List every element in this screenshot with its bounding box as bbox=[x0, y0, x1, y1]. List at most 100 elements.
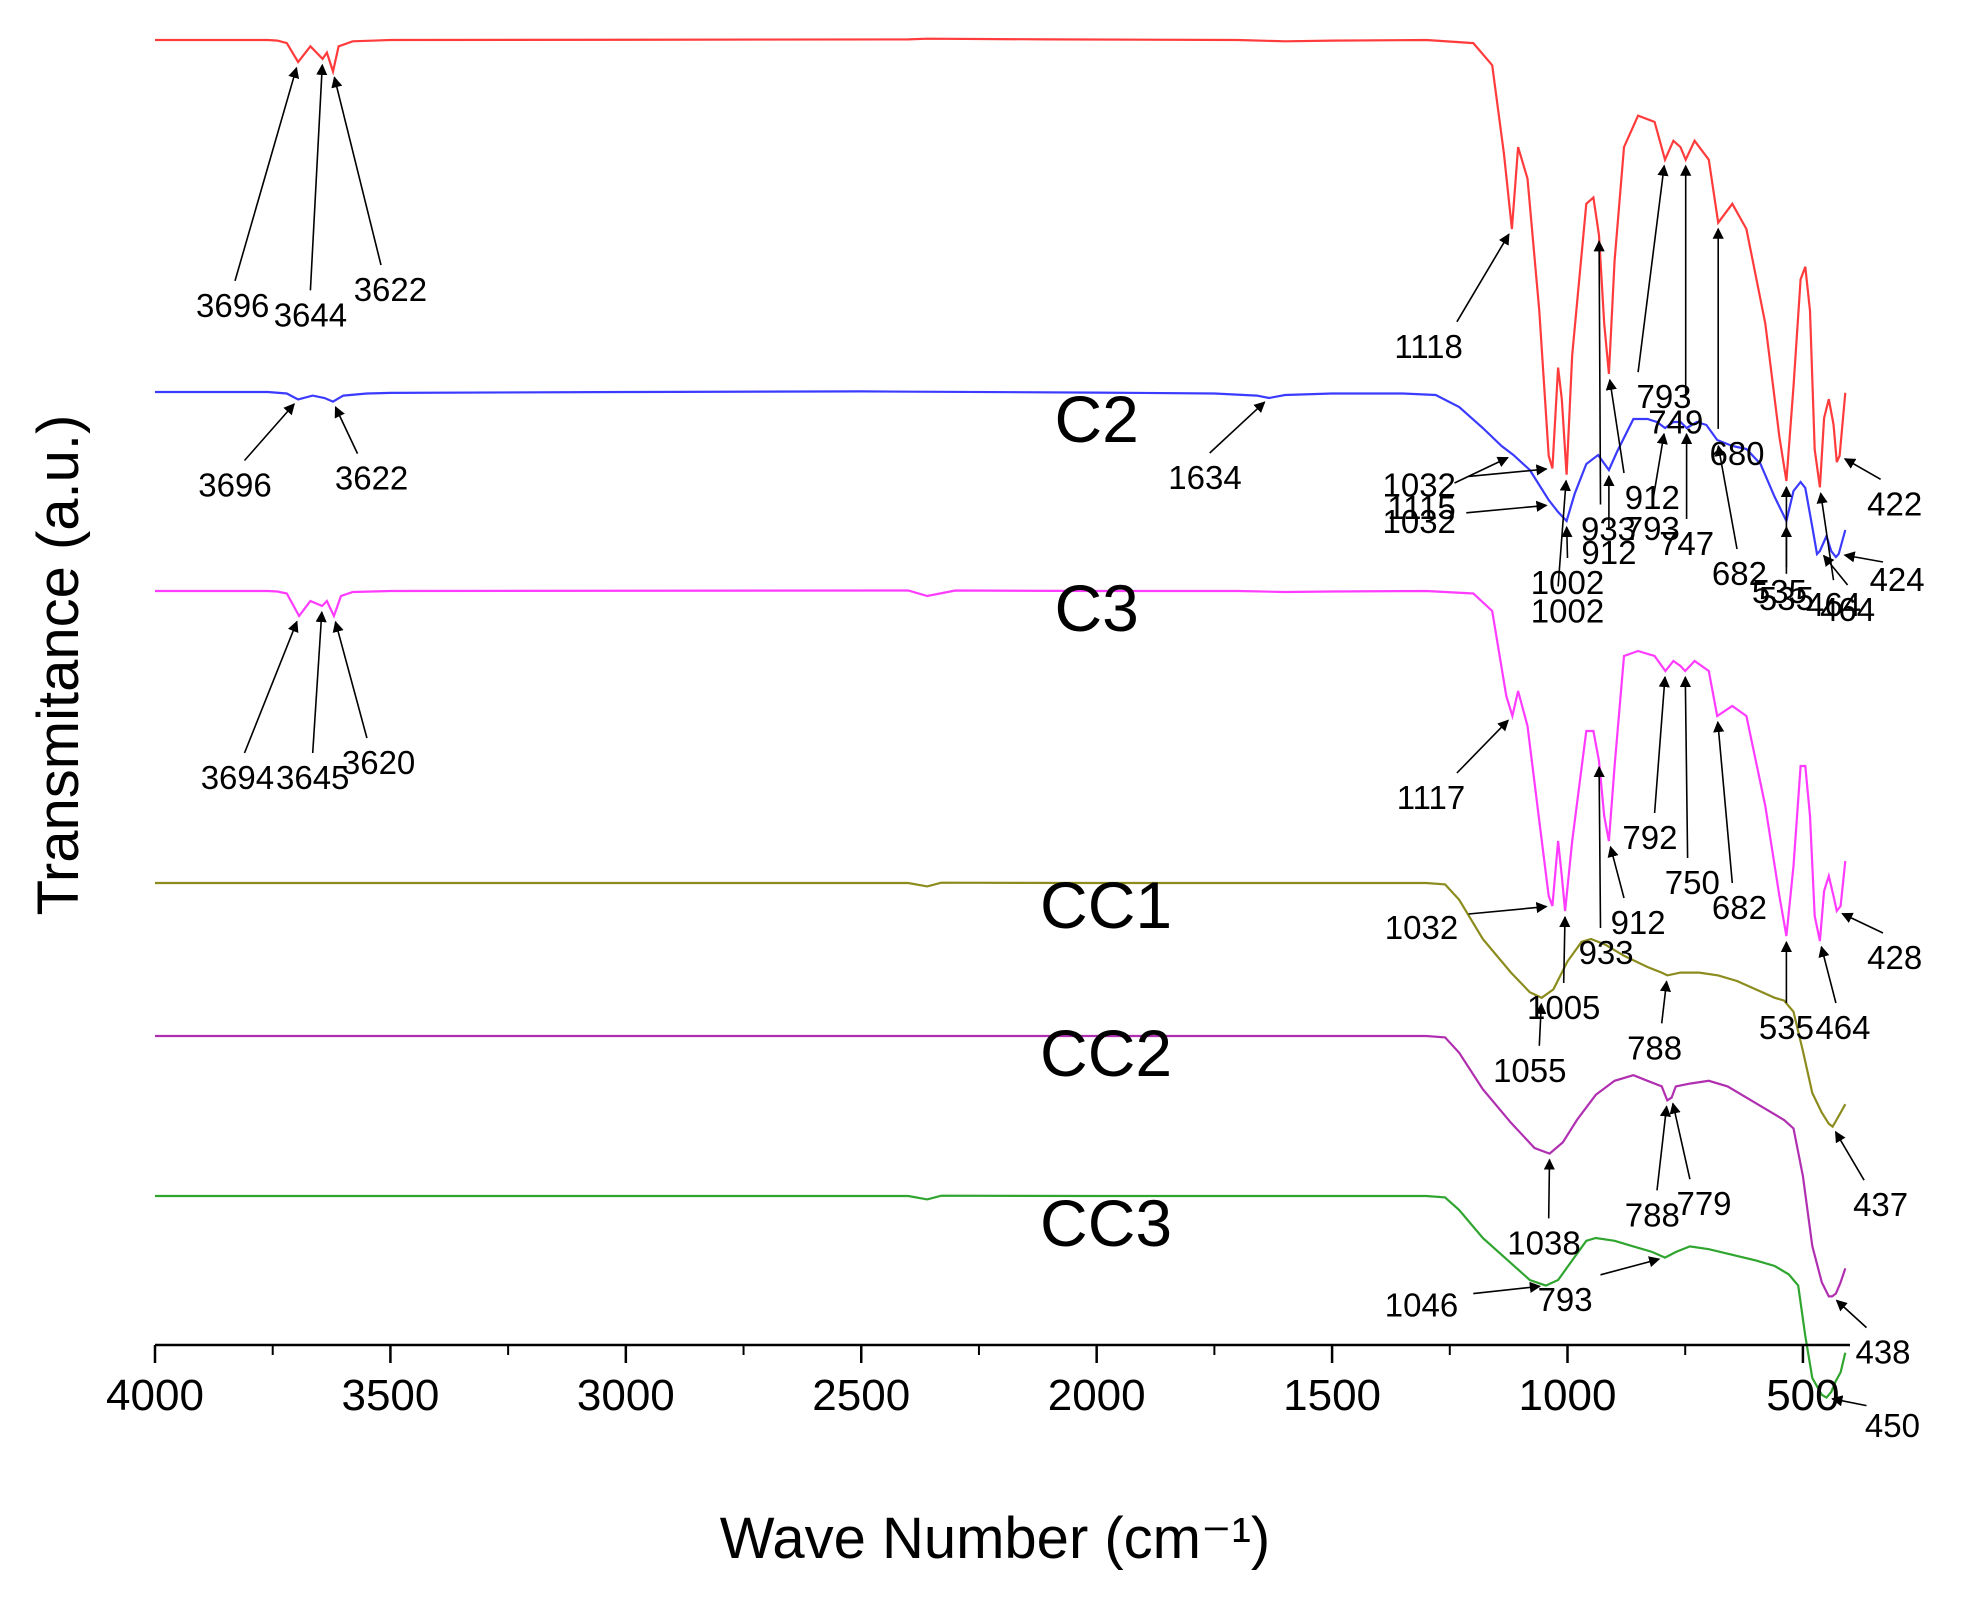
series-label-cc1: CC1 bbox=[1040, 868, 1172, 942]
peak-label: 793 bbox=[1636, 378, 1691, 415]
peak-label: 779 bbox=[1676, 1185, 1731, 1222]
annotation-arrow bbox=[1593, 765, 1605, 929]
peak-label: 422 bbox=[1867, 485, 1922, 522]
annotation-arrow bbox=[1535, 1002, 1547, 1046]
annotation-arrow bbox=[1843, 458, 1881, 480]
annotation-arrow bbox=[1835, 1299, 1868, 1329]
peak-label: 535 bbox=[1759, 580, 1814, 617]
peak-label: 424 bbox=[1870, 561, 1925, 598]
annotation-arrow bbox=[243, 620, 299, 754]
annotation-arrow bbox=[309, 63, 328, 291]
peak-label: 3620 bbox=[342, 744, 415, 781]
annotation-arrow bbox=[1468, 901, 1548, 915]
peak-label: 682 bbox=[1712, 555, 1767, 592]
y-axis-title: Transmitance (a.u.) bbox=[26, 415, 91, 916]
annotation-arrow bbox=[1822, 554, 1849, 586]
peak-label: 912 bbox=[1581, 534, 1636, 571]
peak-label: 1055 bbox=[1493, 1052, 1566, 1089]
peak-label: 464 bbox=[1806, 586, 1861, 623]
peak-label: 749 bbox=[1648, 403, 1703, 440]
x-tick-label: 4000 bbox=[106, 1371, 204, 1420]
annotation-arrow bbox=[1561, 525, 1573, 559]
peak-label: 535 bbox=[1752, 573, 1807, 610]
peak-label: 3694 bbox=[201, 759, 274, 796]
series-label-cc2: CC2 bbox=[1040, 1016, 1172, 1090]
peak-label: 747 bbox=[1659, 525, 1714, 562]
peak-label: 793 bbox=[1625, 510, 1680, 547]
x-axis-title: Wave Number (cm⁻¹) bbox=[720, 1506, 1271, 1571]
peak-label: 788 bbox=[1627, 1029, 1682, 1066]
peak-label: 438 bbox=[1855, 1334, 1910, 1371]
peak-label: 1046 bbox=[1385, 1286, 1458, 1323]
peak-label: 793 bbox=[1538, 1281, 1593, 1318]
annotation-arrow bbox=[1468, 464, 1548, 478]
series-label-c1: C1 bbox=[1054, 0, 1138, 9]
peak-label: 788 bbox=[1625, 1196, 1680, 1233]
peak-label: 428 bbox=[1867, 939, 1922, 976]
annotation-arrow bbox=[1651, 432, 1668, 505]
peak-label: 933 bbox=[1579, 934, 1634, 971]
peak-label: 464 bbox=[1820, 591, 1875, 628]
series-label-cc3: CC3 bbox=[1040, 1186, 1172, 1260]
series-line-cc1 bbox=[155, 881, 1847, 1129]
annotation-arrow bbox=[1209, 401, 1266, 454]
annotation-arrow bbox=[1454, 456, 1509, 484]
x-tick-label: 1500 bbox=[1283, 1371, 1381, 1420]
annotation-arrow bbox=[1593, 240, 1605, 505]
peak-label: 912 bbox=[1625, 479, 1680, 516]
annotation-arrow bbox=[1605, 378, 1625, 474]
peak-label: 535 bbox=[1759, 1009, 1814, 1046]
annotation-arrow bbox=[311, 610, 327, 754]
annotation-arrow bbox=[1713, 720, 1734, 884]
peak-label: 912 bbox=[1611, 904, 1666, 941]
annotation-arrow bbox=[1834, 1130, 1865, 1181]
annotation-arrow bbox=[1600, 1256, 1661, 1276]
annotation-arrow bbox=[1653, 675, 1670, 814]
peak-label: 682 bbox=[1712, 889, 1767, 926]
peak-label: 680 bbox=[1709, 435, 1764, 472]
annotation-arrow bbox=[1659, 980, 1671, 1024]
annotation-arrow bbox=[1456, 719, 1509, 774]
series-line-cc3 bbox=[155, 1194, 1847, 1400]
x-tick-label: 500 bbox=[1766, 1371, 1839, 1420]
peak-label: 3622 bbox=[354, 271, 427, 308]
annotation-arrow bbox=[1714, 444, 1738, 550]
annotation-arrow bbox=[1473, 1281, 1542, 1295]
annotation-arrow bbox=[1831, 1395, 1867, 1407]
series-line-c3 bbox=[155, 589, 1847, 942]
annotation-arrow bbox=[1816, 492, 1835, 581]
peak-label: 792 bbox=[1622, 819, 1677, 856]
peak-label: 1118 bbox=[1394, 328, 1463, 365]
series-label-c3: C3 bbox=[1054, 571, 1138, 645]
peak-label: 437 bbox=[1853, 1186, 1908, 1223]
annotation-arrow bbox=[1818, 945, 1837, 1004]
peak-label: 3696 bbox=[198, 467, 271, 504]
peak-label: 1038 bbox=[1507, 1224, 1580, 1261]
annotation-arrow bbox=[334, 405, 359, 454]
annotation-arrow bbox=[1466, 500, 1548, 514]
series-line-c1 bbox=[155, 37, 1847, 488]
peak-label: 464 bbox=[1815, 1009, 1870, 1046]
series-line-cc2 bbox=[155, 1034, 1847, 1298]
peak-label: 3696 bbox=[196, 287, 269, 324]
plot-area: C1C2C3CC1CC2CC33696364436221118103210029… bbox=[155, 0, 1925, 1444]
annotation-arrow bbox=[243, 403, 295, 462]
annotation-arrow bbox=[234, 66, 300, 282]
peak-label: 1032 bbox=[1385, 909, 1458, 946]
annotation-arrow bbox=[1841, 912, 1884, 934]
x-tick-label: 3000 bbox=[577, 1371, 675, 1420]
peak-label: 1032 bbox=[1382, 503, 1455, 540]
peak-label: 1002 bbox=[1531, 564, 1604, 601]
peak-label: 3644 bbox=[274, 296, 347, 333]
x-axis: 4000 3500 3000 2500 2000 1500 1000 500 bbox=[106, 1343, 1850, 1420]
annotation-arrow bbox=[1543, 1158, 1555, 1219]
annotation-arrow bbox=[1559, 915, 1571, 984]
annotation-arrow bbox=[332, 620, 368, 739]
x-tick-label: 3500 bbox=[341, 1371, 439, 1420]
peak-label: 1115 bbox=[1387, 489, 1456, 526]
peak-label: 1005 bbox=[1527, 989, 1600, 1026]
peak-label: 3622 bbox=[335, 460, 408, 497]
x-tick-label: 1000 bbox=[1519, 1371, 1617, 1420]
annotation-arrow bbox=[1607, 845, 1625, 899]
